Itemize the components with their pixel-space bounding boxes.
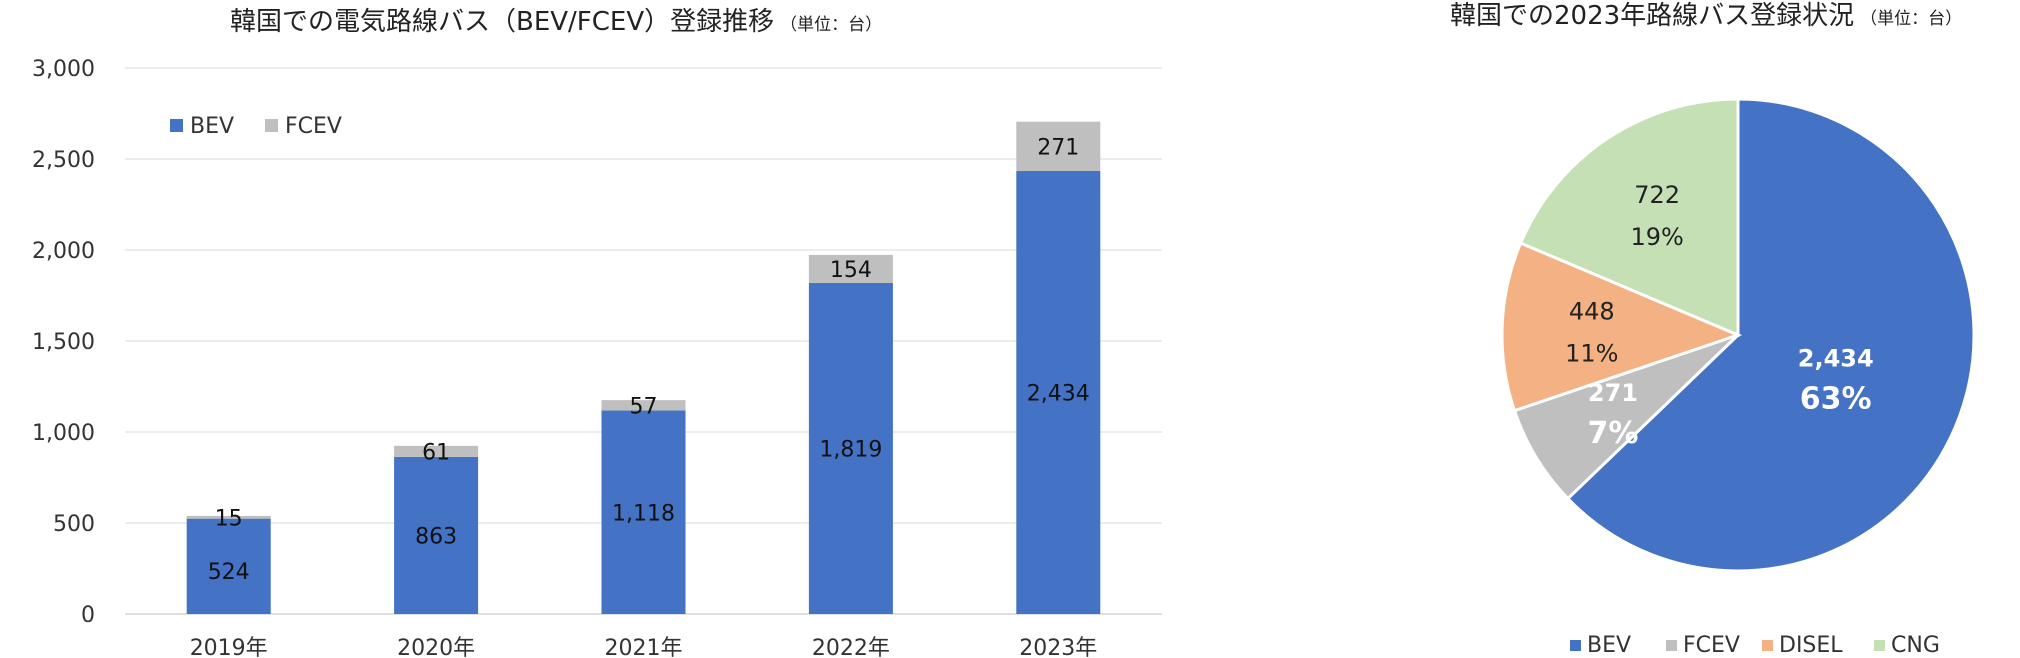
legend: BEV FCEV DISEL CNG xyxy=(1570,633,1940,658)
y-tick-label: 2,500 xyxy=(32,148,95,173)
legend-swatch-fcev xyxy=(1666,640,1677,651)
y-tick-label: 1,000 xyxy=(32,421,95,446)
slice-percent-label: 7% xyxy=(1587,416,1638,451)
legend-swatch-disel xyxy=(1762,640,1773,651)
bar-fcev xyxy=(601,400,686,411)
slice-value-label: 2,434 xyxy=(1798,345,1874,373)
x-tick-label: 2021年 xyxy=(605,636,683,658)
y-tick-label: 1,500 xyxy=(32,330,95,355)
pie-chart-title: 韓国での2023年路線バス登録状況 （単位：台） xyxy=(1450,1,1962,31)
data-label: 863 xyxy=(415,524,457,549)
data-label: 15 xyxy=(215,506,243,531)
legend-label: FCEV xyxy=(285,114,342,139)
legend-swatch-bev xyxy=(170,119,183,132)
slice-percent-label: 19% xyxy=(1630,223,1683,251)
pie-labels: 2,434 63% 271 7% 448 11% 722 19% xyxy=(1565,181,1874,451)
bar-fcev xyxy=(1016,121,1101,172)
x-tick-label: 2023年 xyxy=(1019,636,1097,658)
bar-bev xyxy=(394,456,479,614)
data-label: 61 xyxy=(422,440,450,465)
y-tick-label: 3,000 xyxy=(32,57,95,82)
bar-fcev xyxy=(186,515,271,519)
x-axis-ticks: 2019年 2020年 2021年 2022年 2023年 xyxy=(190,636,1098,658)
legend-swatch-cng xyxy=(1874,640,1885,651)
pie-slice-cng xyxy=(1518,97,1740,338)
data-label: 1,118 xyxy=(612,501,675,526)
legend: BEV FCEV xyxy=(170,114,342,139)
pie-slice-disel xyxy=(1500,241,1743,413)
y-tick-label: 2,000 xyxy=(32,239,95,264)
bars: 524 15 863 61 1,118 57 1,819 154 2,434 271 xyxy=(186,121,1101,614)
legend-label: BEV xyxy=(1587,633,1631,658)
bar-chart: 韓国での電気路線バス（BEV/FCEV）登録推移 （単位：台） 0 500 1,000… xyxy=(32,7,1162,658)
bar-fcev xyxy=(808,254,893,283)
pie-chart: 韓国での2023年路線バス登録状況 （単位：台） 2,434 63% 271 7% 448… xyxy=(1450,1,1976,658)
y-axis-ticks: 0 500 1,000 1,500 2,000 2,500 3,000 xyxy=(32,57,95,628)
bar-bev xyxy=(601,410,686,614)
pie-slices xyxy=(1500,97,1976,573)
data-label: 1,819 xyxy=(819,437,882,462)
slice-value-label: 722 xyxy=(1634,181,1680,209)
x-tick-label: 2019年 xyxy=(190,636,268,658)
pie-slice-bev xyxy=(1565,97,1976,573)
legend-label: BEV xyxy=(190,114,234,139)
slice-percent-label: 11% xyxy=(1565,340,1618,368)
y-tick-label: 0 xyxy=(81,603,95,628)
legend-label: FCEV xyxy=(1683,633,1740,658)
x-tick-label: 2022年 xyxy=(812,636,890,658)
data-label: 271 xyxy=(1037,135,1079,160)
bar-bev xyxy=(1016,171,1101,614)
legend-label: CNG xyxy=(1891,633,1940,658)
legend-swatch-fcev xyxy=(265,119,278,132)
slice-value-label: 448 xyxy=(1569,298,1615,326)
pie-slice-fcev xyxy=(1512,333,1740,501)
bar-bev xyxy=(186,518,271,614)
slice-percent-label: 63% xyxy=(1800,382,1872,417)
data-label: 57 xyxy=(630,394,658,419)
data-label: 154 xyxy=(830,258,872,283)
bar-fcev xyxy=(394,445,479,457)
data-label: 2,434 xyxy=(1027,382,1090,407)
y-tick-label: 500 xyxy=(53,512,95,537)
slice-value-label: 271 xyxy=(1588,379,1638,407)
bar-chart-title: 韓国での電気路線バス（BEV/FCEV）登録推移 （単位：台） xyxy=(230,7,882,37)
legend-swatch-bev xyxy=(1570,640,1581,651)
legend-label: DISEL xyxy=(1779,633,1843,658)
data-label: 524 xyxy=(208,560,250,585)
bar-bev xyxy=(808,282,893,614)
x-tick-label: 2020年 xyxy=(397,636,475,658)
